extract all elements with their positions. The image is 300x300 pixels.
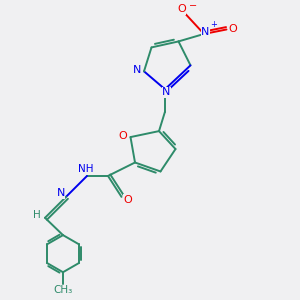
Text: O: O [124,195,133,205]
Text: NH: NH [78,164,93,174]
Text: −: − [188,1,197,11]
Text: N: N [162,87,171,97]
Text: N: N [201,27,210,37]
Text: +: + [210,20,217,29]
Text: O: O [177,4,186,14]
Text: O: O [118,130,127,141]
Text: H: H [33,210,41,220]
Text: CH₃: CH₃ [53,285,73,295]
Text: N: N [56,188,65,198]
Text: O: O [229,25,238,34]
Text: N: N [133,65,142,75]
